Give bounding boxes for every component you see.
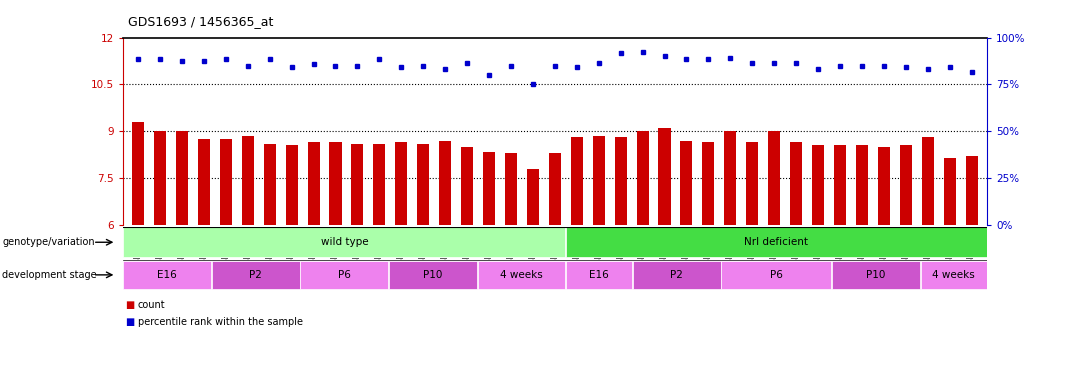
Bar bbox=[264, 144, 275, 225]
Bar bbox=[702, 142, 715, 225]
Bar bbox=[220, 139, 232, 225]
Text: percentile rank within the sample: percentile rank within the sample bbox=[138, 317, 303, 327]
Bar bbox=[768, 131, 780, 225]
Bar bbox=[527, 169, 539, 225]
Text: Nrl deficient: Nrl deficient bbox=[745, 237, 809, 247]
Bar bbox=[790, 142, 802, 225]
Bar bbox=[922, 138, 934, 225]
Bar bbox=[832, 261, 920, 289]
Text: ■: ■ bbox=[125, 300, 134, 310]
Bar bbox=[483, 152, 495, 225]
Bar bbox=[834, 146, 846, 225]
Bar bbox=[571, 138, 583, 225]
Bar bbox=[176, 131, 188, 225]
Bar bbox=[440, 141, 451, 225]
Bar bbox=[154, 131, 166, 225]
Bar bbox=[921, 261, 987, 289]
Text: 4 weeks: 4 weeks bbox=[933, 270, 975, 280]
Text: genotype/variation: genotype/variation bbox=[2, 237, 95, 247]
Bar bbox=[132, 122, 144, 225]
Bar bbox=[658, 128, 670, 225]
Bar bbox=[123, 228, 566, 257]
Bar bbox=[389, 261, 477, 289]
Bar bbox=[242, 136, 254, 225]
Bar bbox=[966, 156, 977, 225]
Text: P2: P2 bbox=[250, 270, 262, 280]
Bar bbox=[505, 153, 517, 225]
Bar bbox=[395, 142, 408, 225]
Text: GDS1693 / 1456365_at: GDS1693 / 1456365_at bbox=[128, 15, 273, 28]
Bar bbox=[592, 136, 605, 225]
Bar bbox=[211, 261, 300, 289]
Text: count: count bbox=[138, 300, 165, 310]
Bar bbox=[197, 139, 210, 225]
Bar bbox=[373, 144, 385, 225]
Bar bbox=[478, 261, 566, 289]
Bar bbox=[567, 228, 987, 257]
Bar bbox=[746, 142, 759, 225]
Bar bbox=[461, 147, 473, 225]
Text: E16: E16 bbox=[589, 270, 609, 280]
Bar bbox=[123, 261, 211, 289]
Bar bbox=[330, 142, 341, 225]
Bar bbox=[301, 261, 388, 289]
Text: E16: E16 bbox=[157, 270, 177, 280]
Text: wild type: wild type bbox=[320, 237, 368, 247]
Bar bbox=[286, 146, 298, 225]
Bar bbox=[307, 142, 320, 225]
Bar bbox=[878, 147, 890, 225]
Text: P6: P6 bbox=[338, 270, 351, 280]
Bar bbox=[721, 261, 831, 289]
Bar bbox=[899, 146, 912, 225]
Bar bbox=[351, 144, 364, 225]
Text: 4 weeks: 4 weeks bbox=[500, 270, 543, 280]
Text: P2: P2 bbox=[670, 270, 683, 280]
Bar bbox=[633, 261, 720, 289]
Text: development stage: development stage bbox=[2, 270, 97, 280]
Text: ■: ■ bbox=[125, 317, 134, 327]
Bar bbox=[567, 261, 632, 289]
Bar bbox=[856, 146, 867, 225]
Bar bbox=[548, 153, 561, 225]
Text: P6: P6 bbox=[770, 270, 783, 280]
Bar bbox=[943, 158, 956, 225]
Bar bbox=[615, 138, 626, 225]
Bar bbox=[681, 141, 692, 225]
Text: P10: P10 bbox=[424, 270, 443, 280]
Bar bbox=[724, 131, 736, 225]
Bar bbox=[417, 144, 429, 225]
Bar bbox=[637, 131, 649, 225]
Bar bbox=[812, 146, 824, 225]
Text: P10: P10 bbox=[866, 270, 886, 280]
